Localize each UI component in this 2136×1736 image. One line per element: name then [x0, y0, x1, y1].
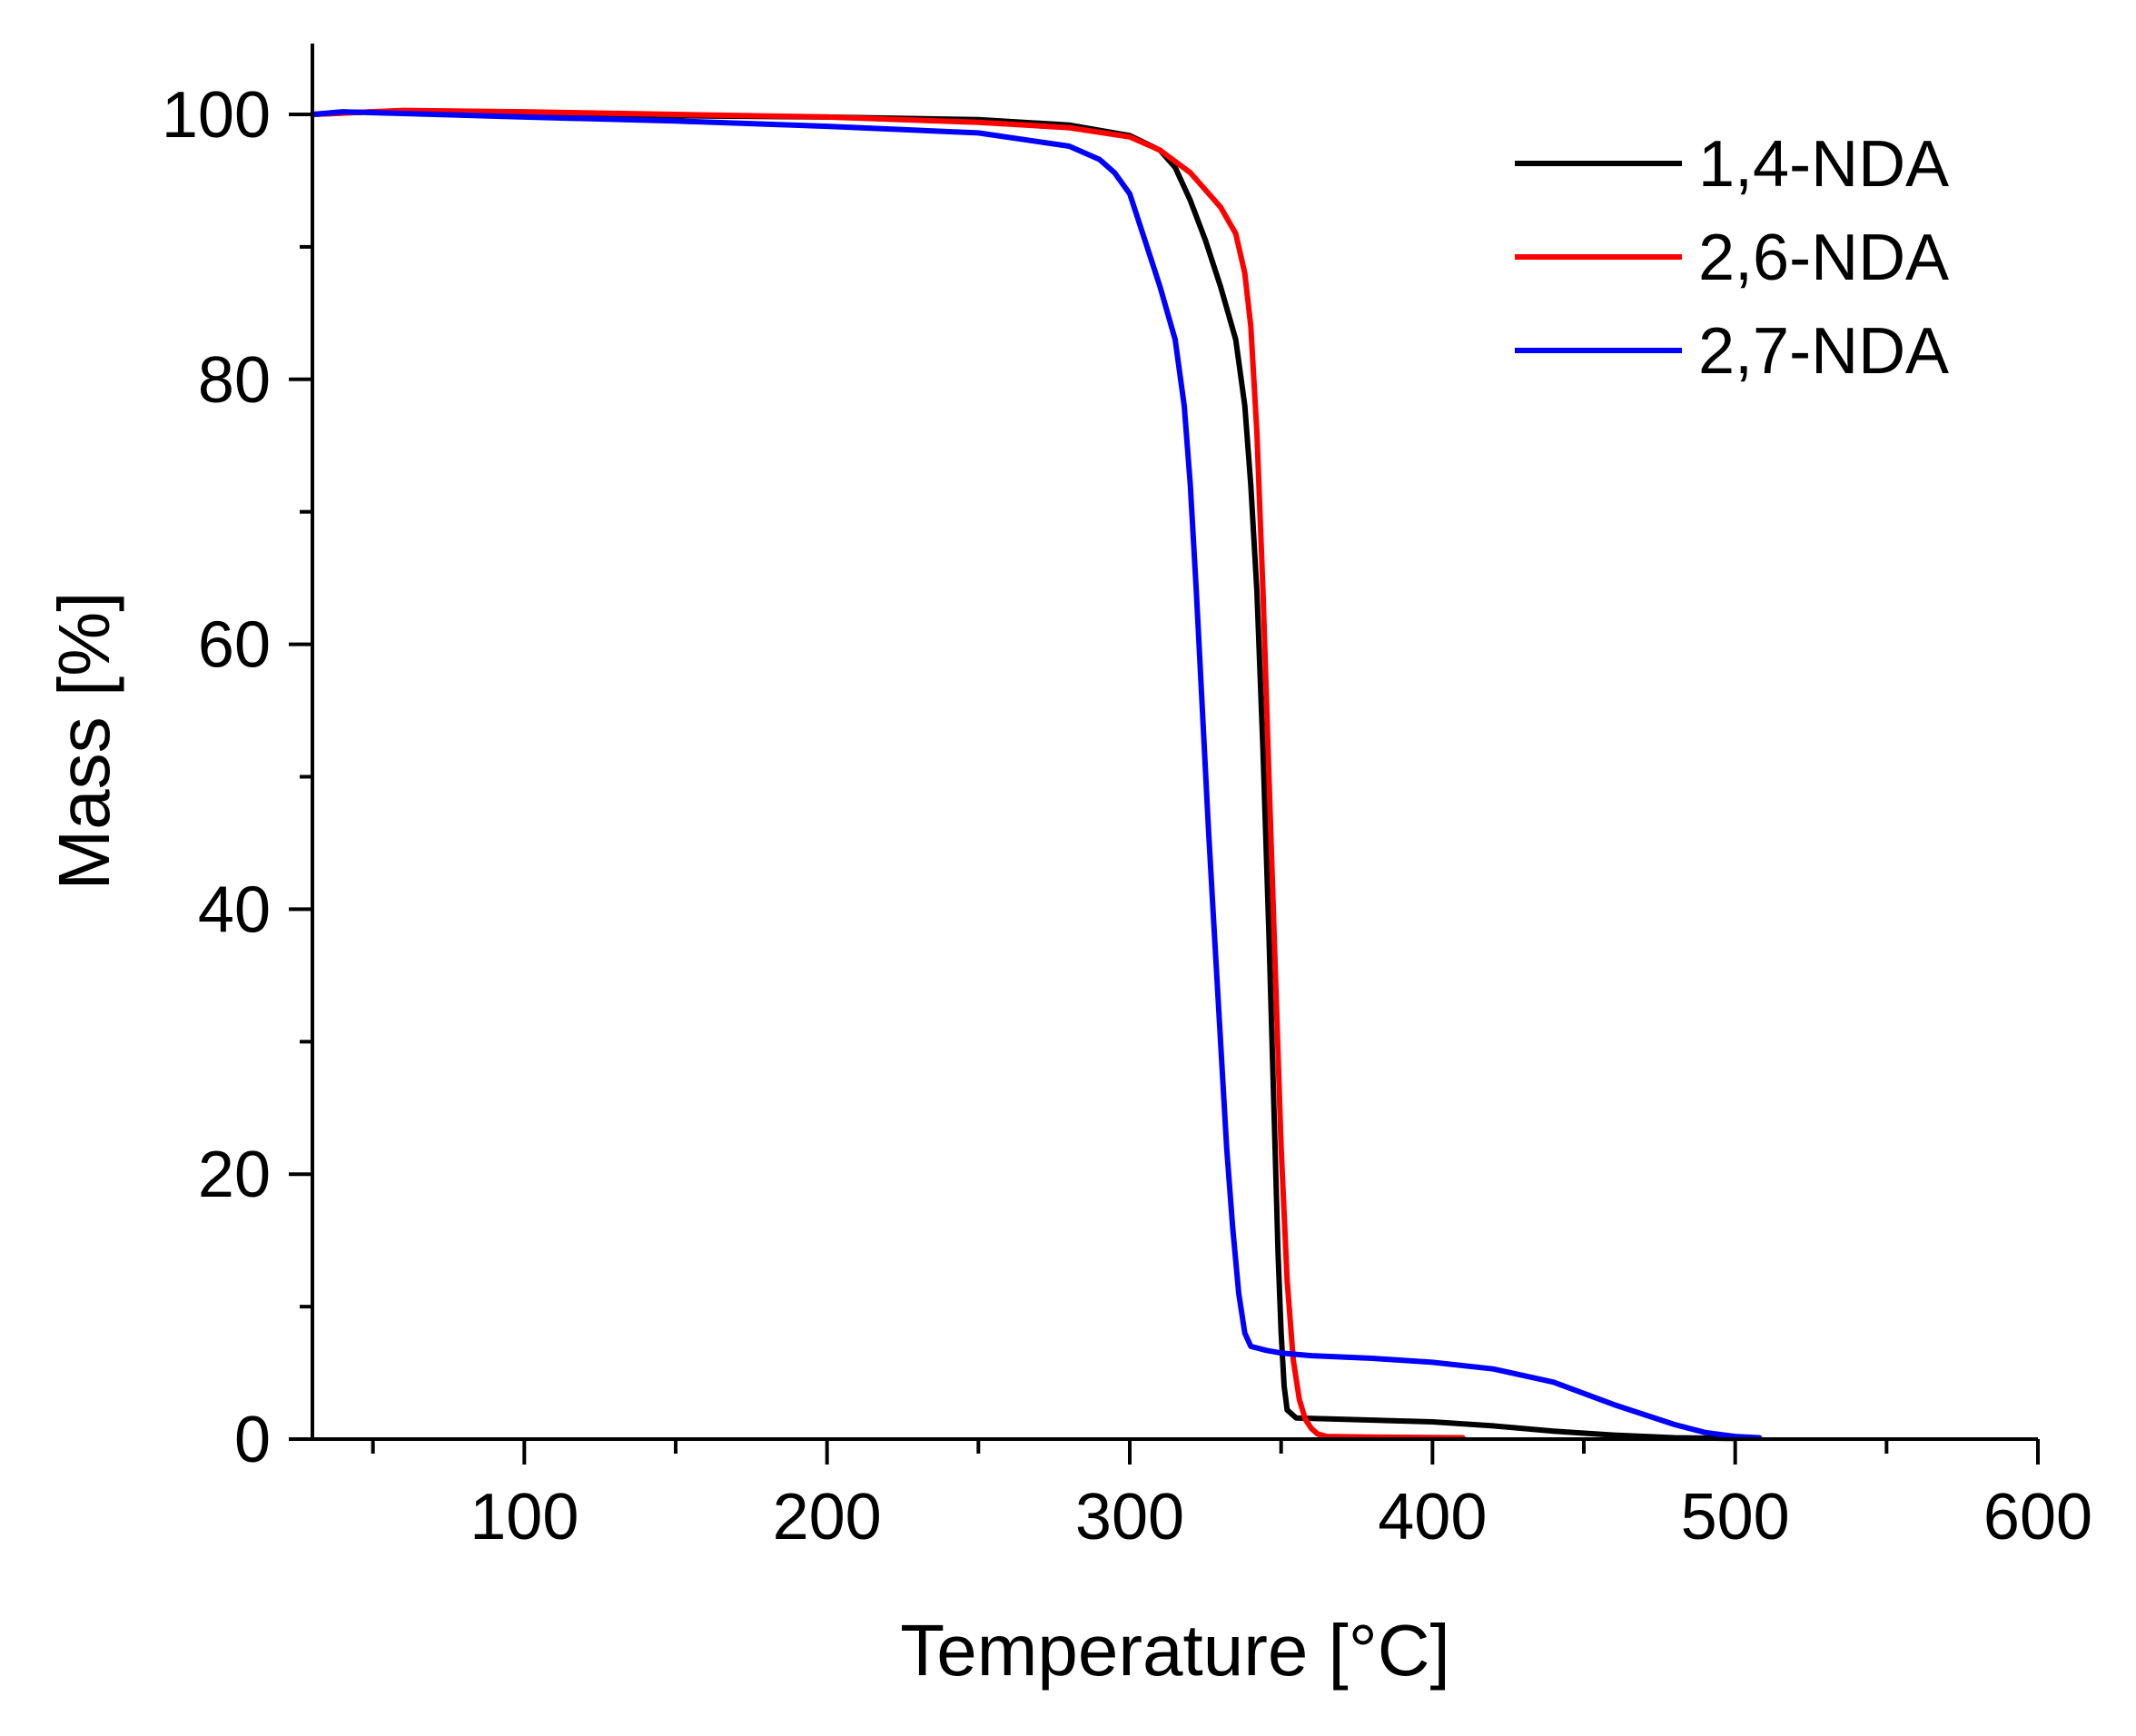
y-tick-label: 100 — [162, 79, 271, 152]
x-axis-title: Temperature [°C] — [900, 1610, 1450, 1691]
y-tick-label: 60 — [198, 609, 271, 682]
y-axis-title: Mass [%] — [44, 592, 124, 891]
x-tick-label: 600 — [1983, 1481, 2092, 1554]
plot-area — [310, 107, 1763, 1442]
series-line-2,6-NDA — [310, 107, 1466, 1441]
x-tick-label: 300 — [1075, 1481, 1184, 1554]
series-line-2,7-NDA — [310, 109, 1763, 1441]
y-tick-label: 40 — [198, 873, 271, 946]
y-tick-label: 80 — [198, 344, 271, 417]
series-line-1,4-NDA — [310, 109, 1738, 1442]
legend-label: 2,6-NDA — [1698, 222, 1949, 294]
y-axis-ticks: 0 20 40 60 80 100 — [162, 79, 312, 1476]
y-tick-label: 20 — [198, 1139, 271, 1211]
y-tick-label: 0 — [234, 1404, 271, 1476]
x-tick-label: 400 — [1378, 1481, 1487, 1554]
x-tick-label: 500 — [1681, 1481, 1790, 1554]
x-axis-ticks: 100 200 300 400 500 600 — [371, 1439, 2092, 1554]
x-tick-label: 200 — [773, 1481, 882, 1554]
legend-label: 2,7-NDA — [1698, 315, 1949, 388]
x-tick-label: 100 — [470, 1481, 578, 1554]
legend-label: 1,4-NDA — [1698, 128, 1949, 201]
legend: 1,4-NDA 2,6-NDA 2,7-NDA — [1515, 128, 1949, 388]
